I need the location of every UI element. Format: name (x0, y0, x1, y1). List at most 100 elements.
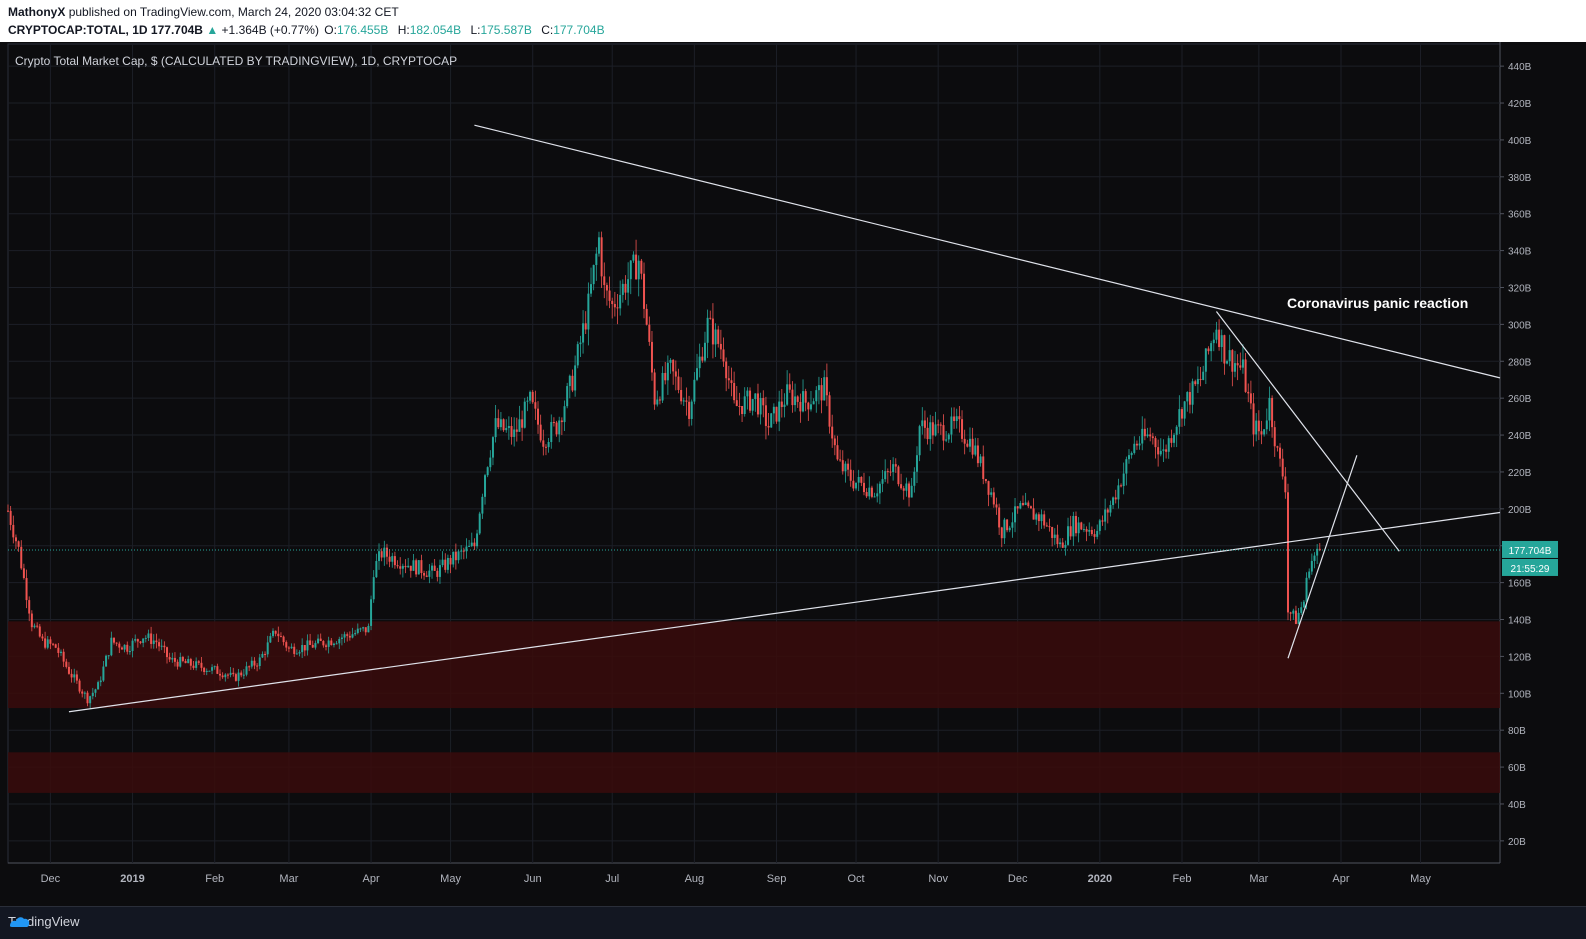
trendline (474, 124, 1501, 379)
candle-down (741, 406, 744, 415)
candle-down (1114, 497, 1117, 500)
candle-down (1188, 392, 1191, 405)
candle-up (1191, 381, 1194, 405)
candle-up (375, 561, 378, 578)
candle-down (62, 651, 65, 662)
candle-up (484, 475, 487, 497)
trendline (68, 511, 1501, 713)
candle-up (491, 437, 494, 458)
candle-down (839, 459, 842, 461)
x-tick-label: Jul (605, 873, 619, 885)
candle-down (966, 443, 969, 447)
candle-up (1233, 363, 1236, 372)
candle-up (128, 651, 131, 653)
candle-down (216, 666, 219, 674)
candle-down (958, 416, 961, 420)
candle-up (1096, 530, 1099, 537)
candle-up (1313, 555, 1316, 561)
candle-down (168, 657, 171, 660)
candle-down (1120, 485, 1123, 487)
candle-down (1284, 476, 1287, 493)
candle-down (828, 395, 831, 427)
candle-down (780, 401, 783, 407)
candle-up (1316, 548, 1319, 556)
candle-down (788, 384, 791, 390)
candle-up (1109, 505, 1112, 513)
candle-down (9, 510, 12, 525)
price-chart[interactable]: 440B 420B 400B 380B 360B 340B 320B 300B 280B 260B… (0, 42, 1586, 908)
candle-up (550, 422, 553, 443)
candle-down (902, 488, 905, 491)
candle-down (799, 401, 802, 412)
candle-down (735, 400, 738, 407)
candle-down (200, 662, 203, 668)
candle-up (518, 419, 521, 432)
candle-down (862, 482, 865, 493)
candle-up (974, 445, 977, 455)
candle-up (568, 375, 571, 387)
candle-down (998, 507, 1001, 528)
x-tick-label: Mar (279, 873, 298, 885)
candle-down (396, 565, 399, 567)
candle-up (356, 628, 359, 633)
chart-area[interactable]: 440B 420B 400B 380B 360B 340B 320B 300B 280B 260B… (0, 42, 1586, 908)
candle-up (582, 323, 585, 343)
candle-down (791, 389, 794, 406)
candle-down (282, 636, 285, 643)
candle-down (1165, 449, 1168, 452)
candle-up (844, 463, 847, 472)
candle-up (46, 639, 49, 648)
candle-down (309, 640, 312, 645)
candle-up (579, 342, 582, 345)
candle-down (1074, 515, 1077, 534)
candle-down (256, 665, 259, 667)
candle-down (640, 260, 643, 274)
candle-down (645, 308, 648, 325)
candle-up (759, 398, 762, 415)
candle-down (1279, 447, 1282, 459)
candle-down (987, 481, 990, 495)
candle-up (929, 422, 932, 440)
candle-up (1300, 607, 1303, 613)
candle-down (364, 627, 367, 633)
candle-down (166, 647, 169, 658)
candle-down (423, 573, 426, 576)
tradingview-brand[interactable]: TradingView (8, 914, 80, 929)
candle-up (468, 545, 471, 547)
candle-down (510, 425, 513, 437)
last-price-badge (1502, 540, 1558, 558)
candle-up (476, 533, 479, 547)
candle-down (1170, 438, 1173, 443)
candle-up (714, 329, 717, 345)
candle-down (677, 376, 680, 390)
candle-down (937, 424, 940, 426)
author-name[interactable]: MathonyX (8, 5, 66, 19)
support-zone (8, 621, 1500, 709)
candle-up (144, 637, 147, 639)
candle-up (1104, 509, 1107, 522)
candle-up (1014, 506, 1017, 523)
candle-down (730, 380, 733, 384)
candle-down (804, 391, 807, 403)
candle-down (613, 304, 616, 308)
candle-down (976, 445, 979, 464)
candle-up (441, 559, 444, 566)
candle-up (229, 672, 232, 675)
x-tick-label: Mar (1249, 873, 1268, 885)
y-tick-label: 40B (1508, 800, 1526, 811)
candle-down (624, 283, 627, 293)
candle-down (1080, 522, 1083, 530)
candle-down (163, 645, 166, 648)
candle-up (94, 689, 97, 693)
candle-down (539, 424, 542, 441)
candle-up (778, 401, 781, 422)
candle-up (1003, 519, 1006, 539)
candle-up (1122, 473, 1125, 487)
candle-up (208, 670, 211, 672)
candle-down (635, 254, 638, 280)
candle-down (672, 359, 675, 372)
candle-up (772, 406, 775, 414)
candle-up (1215, 329, 1218, 340)
candle-down (719, 343, 722, 350)
candle-up (1196, 378, 1199, 385)
